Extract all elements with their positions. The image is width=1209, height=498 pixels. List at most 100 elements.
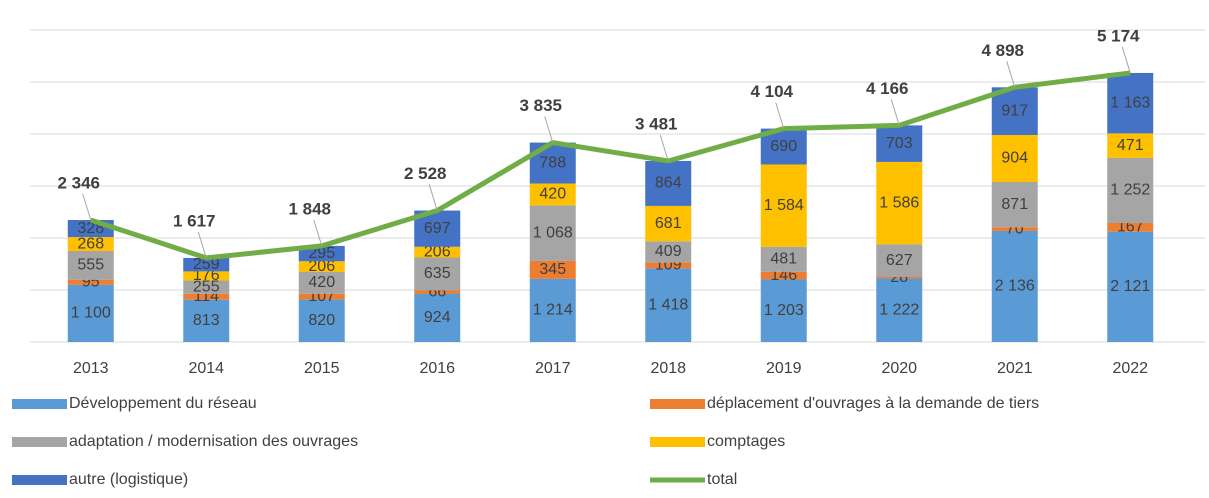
leader-line xyxy=(82,193,92,221)
leader-line xyxy=(1121,46,1131,74)
data-label: 871 xyxy=(1001,196,1028,213)
legend-swatch xyxy=(650,437,705,447)
data-label: 917 xyxy=(1001,102,1028,119)
legend-label: total xyxy=(707,471,737,488)
data-label: 555 xyxy=(77,257,104,274)
x-tick-label: 2018 xyxy=(650,360,686,377)
x-tick-label: 2022 xyxy=(1112,360,1148,377)
bar-segment xyxy=(645,262,692,269)
total-label: 3 835 xyxy=(519,96,562,115)
bar-segment xyxy=(183,271,230,281)
bar-segment xyxy=(1107,157,1154,224)
bar-segment xyxy=(183,293,230,300)
data-label: 481 xyxy=(770,251,797,268)
bar-segment xyxy=(67,284,114,342)
total-label: 4 898 xyxy=(981,41,1024,60)
x-tick-label: 2016 xyxy=(419,360,455,377)
bar-segment xyxy=(645,268,692,342)
x-tick-label: 2017 xyxy=(535,360,571,377)
data-label: 345 xyxy=(539,261,566,278)
bar-segment xyxy=(876,125,923,162)
leader-line xyxy=(313,219,323,247)
data-label: 924 xyxy=(424,309,451,326)
leader-line xyxy=(197,231,207,259)
data-label: 1 068 xyxy=(533,224,573,241)
bar-segment xyxy=(876,244,923,277)
data-label: 690 xyxy=(770,138,797,155)
bar-segment xyxy=(298,293,345,300)
bar-segment xyxy=(1107,133,1154,158)
bar-segment xyxy=(529,278,576,342)
total-label: 2 528 xyxy=(404,164,447,183)
data-label: 1 418 xyxy=(648,296,688,313)
bar-segment xyxy=(991,134,1038,182)
data-label: 820 xyxy=(308,312,335,329)
bar-segment xyxy=(1107,231,1154,342)
legend-swatch xyxy=(12,399,67,409)
x-tick-label: 2020 xyxy=(881,360,917,377)
data-label: 471 xyxy=(1117,137,1144,154)
legend-label: autre (logistique) xyxy=(69,471,188,488)
data-label: 703 xyxy=(886,135,913,152)
legend-swatch xyxy=(650,399,705,409)
bar-segment xyxy=(414,257,461,291)
data-label: 206 xyxy=(424,243,451,260)
bar-segment xyxy=(876,278,923,342)
total-label: 4 104 xyxy=(750,82,793,101)
legend-swatch xyxy=(12,437,67,447)
x-tick-label: 2015 xyxy=(304,360,340,377)
total-label: 4 166 xyxy=(866,79,909,98)
data-label: 2 136 xyxy=(995,278,1035,295)
data-label: 864 xyxy=(655,175,682,192)
bar-segment xyxy=(183,280,230,294)
bar-segment xyxy=(645,160,692,206)
data-label: 697 xyxy=(424,220,451,237)
x-tick-label: 2021 xyxy=(997,360,1033,377)
data-label: 268 xyxy=(77,235,104,252)
data-label: 420 xyxy=(308,274,335,291)
data-label: 1 584 xyxy=(764,197,804,214)
total-line xyxy=(89,70,1131,261)
bar-segment xyxy=(760,271,807,280)
data-label: 627 xyxy=(886,252,913,269)
leader-line xyxy=(544,116,554,143)
bar-segment xyxy=(414,246,461,258)
bar-segment xyxy=(991,87,1038,135)
bar-segment xyxy=(1107,72,1154,134)
bar-segment xyxy=(67,251,114,280)
data-label: 1 214 xyxy=(533,302,573,319)
data-label: 176 xyxy=(193,267,220,284)
bar-segment xyxy=(183,299,230,342)
data-label: 409 xyxy=(655,243,682,260)
data-label: 813 xyxy=(193,312,220,329)
data-label: 420 xyxy=(539,186,566,203)
total-label: 2 346 xyxy=(57,173,100,192)
data-label: 635 xyxy=(424,265,451,282)
leader-line xyxy=(1006,61,1016,88)
data-label: 904 xyxy=(1001,150,1028,167)
bar-segment xyxy=(645,205,692,242)
legend-label: déplacement d'ouvrages à la demande de t… xyxy=(707,395,1039,412)
bar-segment xyxy=(67,237,114,251)
x-tick-label: 2014 xyxy=(188,360,224,377)
leader-line xyxy=(428,184,438,211)
bar-segment xyxy=(183,257,230,272)
data-label: 788 xyxy=(539,154,566,171)
bar-segment xyxy=(529,205,576,261)
leader-line xyxy=(890,99,900,126)
bar-segment xyxy=(298,299,345,342)
data-label: 1 586 xyxy=(879,194,919,211)
legend-label: Développement du réseau xyxy=(69,395,257,412)
bar-segment xyxy=(298,245,345,262)
data-label: 681 xyxy=(655,215,682,232)
data-label: 259 xyxy=(193,256,220,273)
data-label: 206 xyxy=(308,258,335,275)
data-label: 2 121 xyxy=(1110,278,1150,295)
bar-segment xyxy=(876,277,923,279)
x-tick-label: 2013 xyxy=(73,360,109,377)
data-label: 1 203 xyxy=(764,302,804,319)
total-label: 3 481 xyxy=(635,114,678,133)
bar-segment xyxy=(991,181,1038,228)
bar-segment xyxy=(414,293,461,342)
